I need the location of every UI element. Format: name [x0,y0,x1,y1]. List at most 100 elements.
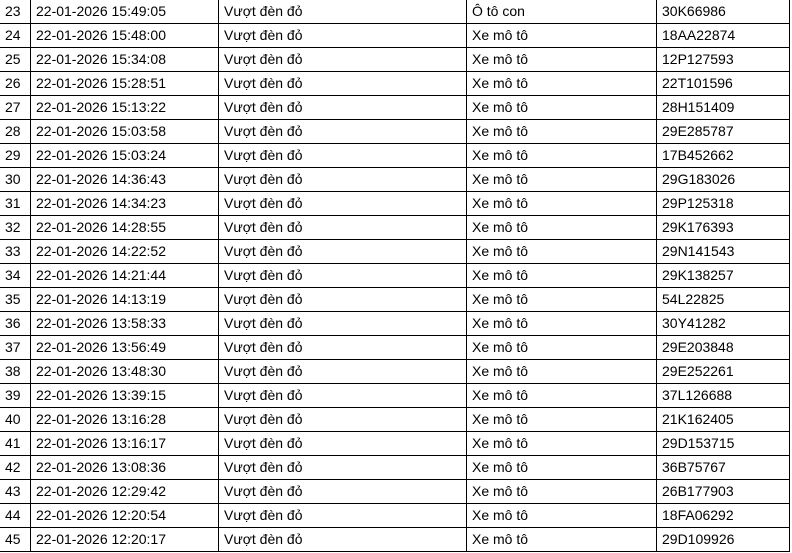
violation-type-cell[interactable]: Vượt đèn đỏ [218,167,467,192]
row-number-cell[interactable]: 42 [0,455,31,480]
row-number-cell[interactable]: 45 [0,527,31,552]
vehicle-type-cell[interactable]: Xe mô tô [466,503,657,528]
violation-time-cell[interactable]: 22-01-2026 14:34:23 [30,191,219,216]
license-plate-cell[interactable]: 17B452662 [656,143,790,168]
violation-time-cell[interactable]: 22-01-2026 13:48:30 [30,359,219,384]
vehicle-type-cell[interactable]: Xe mô tô [466,407,657,432]
license-plate-cell[interactable]: 29N141543 [656,239,790,264]
violation-time-cell[interactable]: 22-01-2026 15:28:51 [30,71,219,96]
violation-type-cell[interactable]: Vượt đèn đỏ [218,143,467,168]
license-plate-cell[interactable]: 12P127593 [656,47,790,72]
row-number-cell[interactable]: 40 [0,407,31,432]
vehicle-type-cell[interactable]: Xe mô tô [466,143,657,168]
vehicle-type-cell[interactable]: Xe mô tô [466,455,657,480]
license-plate-cell[interactable]: 29D153715 [656,431,790,456]
violation-type-cell[interactable]: Vượt đèn đỏ [218,359,467,384]
row-number-cell[interactable]: 41 [0,431,31,456]
violation-type-cell[interactable]: Vượt đèn đỏ [218,503,467,528]
violation-time-cell[interactable]: 22-01-2026 15:49:05 [30,0,219,24]
license-plate-cell[interactable]: 29E252261 [656,359,790,384]
violation-type-cell[interactable]: Vượt đèn đỏ [218,23,467,48]
violation-type-cell[interactable]: Vượt đèn đỏ [218,431,467,456]
violation-type-cell[interactable]: Vượt đèn đỏ [218,47,467,72]
row-number-cell[interactable]: 32 [0,215,31,240]
violation-time-cell[interactable]: 22-01-2026 14:21:44 [30,263,219,288]
violation-type-cell[interactable]: Vượt đèn đỏ [218,95,467,120]
row-number-cell[interactable]: 26 [0,71,31,96]
violation-type-cell[interactable]: Vượt đèn đỏ [218,287,467,312]
violation-time-cell[interactable]: 22-01-2026 12:20:54 [30,503,219,528]
license-plate-cell[interactable]: 18FA06292 [656,503,790,528]
violation-time-cell[interactable]: 22-01-2026 14:22:52 [30,239,219,264]
vehicle-type-cell[interactable]: Xe mô tô [466,287,657,312]
license-plate-cell[interactable]: 37L126688 [656,383,790,408]
vehicle-type-cell[interactable]: Xe mô tô [466,95,657,120]
license-plate-cell[interactable]: 54L22825 [656,287,790,312]
row-number-cell[interactable]: 39 [0,383,31,408]
violation-type-cell[interactable]: Vượt đèn đỏ [218,455,467,480]
vehicle-type-cell[interactable]: Ô tô con [466,0,657,24]
vehicle-type-cell[interactable]: Xe mô tô [466,263,657,288]
violation-time-cell[interactable]: 22-01-2026 12:29:42 [30,479,219,504]
license-plate-cell[interactable]: 26B177903 [656,479,790,504]
violation-time-cell[interactable]: 22-01-2026 13:39:15 [30,383,219,408]
row-number-cell[interactable]: 28 [0,119,31,144]
violation-time-cell[interactable]: 22-01-2026 14:28:55 [30,215,219,240]
violation-type-cell[interactable]: Vượt đèn đỏ [218,311,467,336]
violation-time-cell[interactable]: 22-01-2026 15:13:22 [30,95,219,120]
row-number-cell[interactable]: 29 [0,143,31,168]
violation-type-cell[interactable]: Vượt đèn đỏ [218,335,467,360]
row-number-cell[interactable]: 38 [0,359,31,384]
vehicle-type-cell[interactable]: Xe mô tô [466,191,657,216]
violation-type-cell[interactable]: Vượt đèn đỏ [218,407,467,432]
row-number-cell[interactable]: 23 [0,0,31,24]
violation-time-cell[interactable]: 22-01-2026 13:16:17 [30,431,219,456]
violation-time-cell[interactable]: 22-01-2026 14:36:43 [30,167,219,192]
license-plate-cell[interactable]: 21K162405 [656,407,790,432]
license-plate-cell[interactable]: 29G183026 [656,167,790,192]
vehicle-type-cell[interactable]: Xe mô tô [466,119,657,144]
license-plate-cell[interactable]: 18AA22874 [656,23,790,48]
license-plate-cell[interactable]: 22T101596 [656,71,790,96]
violation-type-cell[interactable]: Vượt đèn đỏ [218,215,467,240]
violation-type-cell[interactable]: Vượt đèn đỏ [218,263,467,288]
vehicle-type-cell[interactable]: Xe mô tô [466,479,657,504]
violation-type-cell[interactable]: Vượt đèn đỏ [218,383,467,408]
violation-time-cell[interactable]: 22-01-2026 13:56:49 [30,335,219,360]
row-number-cell[interactable]: 31 [0,191,31,216]
license-plate-cell[interactable]: 30Y41282 [656,311,790,336]
license-plate-cell[interactable]: 30K66986 [656,0,790,24]
vehicle-type-cell[interactable]: Xe mô tô [466,431,657,456]
violation-type-cell[interactable]: Vượt đèn đỏ [218,71,467,96]
row-number-cell[interactable]: 43 [0,479,31,504]
license-plate-cell[interactable]: 29E203848 [656,335,790,360]
license-plate-cell[interactable]: 28H151409 [656,95,790,120]
violation-type-cell[interactable]: Vượt đèn đỏ [218,0,467,24]
vehicle-type-cell[interactable]: Xe mô tô [466,71,657,96]
vehicle-type-cell[interactable]: Xe mô tô [466,527,657,552]
violation-time-cell[interactable]: 22-01-2026 14:13:19 [30,287,219,312]
row-number-cell[interactable]: 24 [0,23,31,48]
vehicle-type-cell[interactable]: Xe mô tô [466,239,657,264]
violation-time-cell[interactable]: 22-01-2026 15:48:00 [30,23,219,48]
violation-time-cell[interactable]: 22-01-2026 15:34:08 [30,47,219,72]
violation-type-cell[interactable]: Vượt đèn đỏ [218,191,467,216]
vehicle-type-cell[interactable]: Xe mô tô [466,47,657,72]
violation-time-cell[interactable]: 22-01-2026 12:20:17 [30,527,219,552]
license-plate-cell[interactable]: 29K138257 [656,263,790,288]
row-number-cell[interactable]: 30 [0,167,31,192]
vehicle-type-cell[interactable]: Xe mô tô [466,23,657,48]
row-number-cell[interactable]: 27 [0,95,31,120]
vehicle-type-cell[interactable]: Xe mô tô [466,335,657,360]
row-number-cell[interactable]: 34 [0,263,31,288]
row-number-cell[interactable]: 35 [0,287,31,312]
vehicle-type-cell[interactable]: Xe mô tô [466,215,657,240]
row-number-cell[interactable]: 37 [0,335,31,360]
violation-time-cell[interactable]: 22-01-2026 15:03:24 [30,143,219,168]
violation-type-cell[interactable]: Vượt đèn đỏ [218,119,467,144]
row-number-cell[interactable]: 36 [0,311,31,336]
license-plate-cell[interactable]: 29D109926 [656,527,790,552]
row-number-cell[interactable]: 25 [0,47,31,72]
license-plate-cell[interactable]: 29P125318 [656,191,790,216]
vehicle-type-cell[interactable]: Xe mô tô [466,359,657,384]
